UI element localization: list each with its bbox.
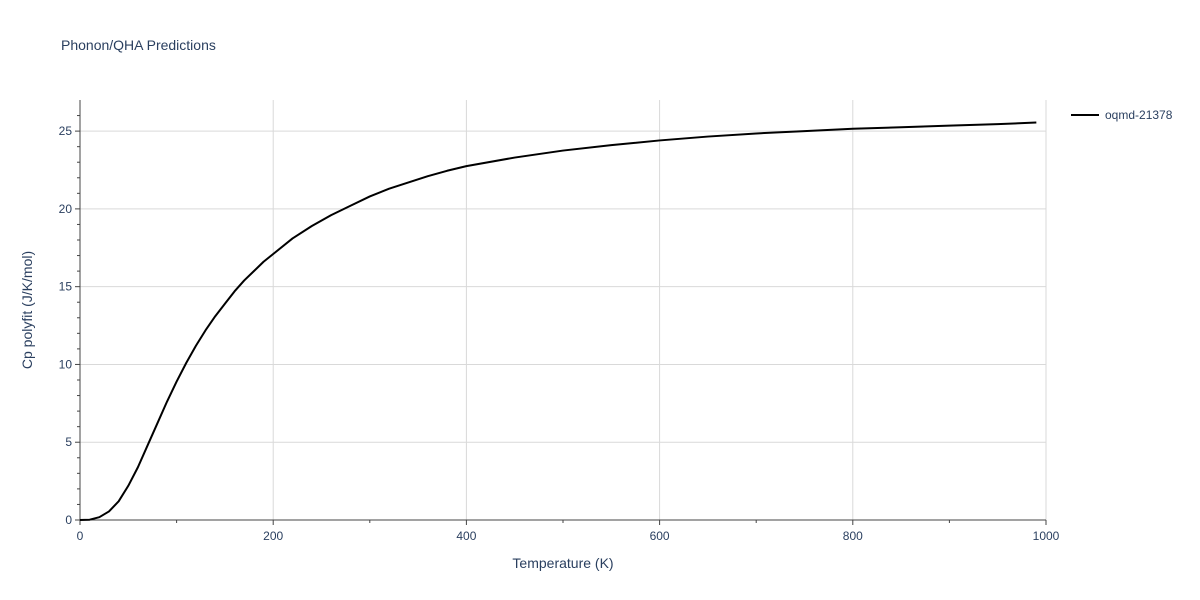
x-grid [272,100,1047,520]
x-tick-label: 600 [650,529,670,543]
y-tick-label: 0 [65,513,72,527]
x-tick-label: 0 [77,529,84,543]
y-tick-label: 5 [65,435,72,449]
x-tick-label: 800 [843,529,863,543]
chart-title: Phonon/QHA Predictions [61,37,216,53]
legend-label: oqmd-21378 [1105,108,1173,122]
y-grid [80,130,1046,443]
y-tick-label: 15 [59,280,73,294]
y-tick-label: 25 [59,124,73,138]
y-axis-ticks: 0 5 10 15 20 25 [59,115,80,527]
x-axis-ticks: 0 200 400 600 800 1000 [77,520,1060,543]
x-tick-label: 1000 [1033,529,1060,543]
x-axis-label: Temperature (K) [512,555,613,571]
series-line[interactable] [79,121,1037,521]
legend[interactable]: oqmd-21378 [1071,108,1173,122]
y-axis-label: Cp polyfit (J/K/mol) [19,251,35,369]
series-layer [79,121,1037,521]
x-tick-label: 400 [456,529,476,543]
x-tick-label: 200 [263,529,283,543]
y-tick-label: 10 [59,357,73,371]
y-tick-label: 20 [59,202,73,216]
